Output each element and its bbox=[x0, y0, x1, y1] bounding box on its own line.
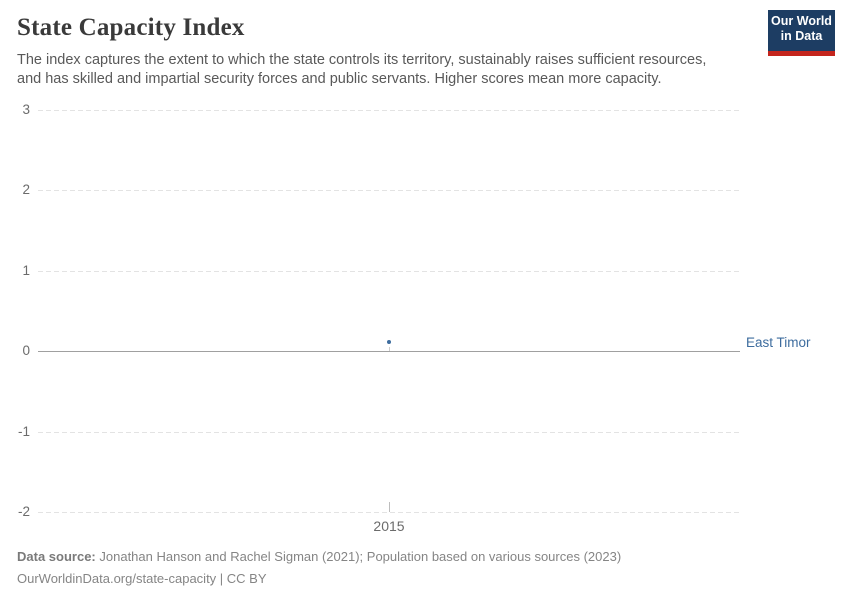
data-source-line: Data source: Jonathan Hanson and Rachel … bbox=[17, 546, 621, 568]
gridline bbox=[38, 110, 740, 111]
data-point-east-timor[interactable] bbox=[387, 340, 391, 345]
data-source-text[interactable]: Jonathan Hanson and Rachel Sigman (2021)… bbox=[99, 549, 622, 564]
owid-logo-line2: in Data bbox=[780, 29, 823, 43]
owid-logo[interactable]: Our World in Data bbox=[768, 10, 835, 56]
plot-area bbox=[38, 110, 740, 513]
chart-footer: Data source: Jonathan Hanson and Rachel … bbox=[17, 546, 621, 589]
y-axis-tick-label: 0 bbox=[22, 343, 30, 359]
zero-gridline bbox=[38, 351, 740, 353]
page-title: State Capacity Index bbox=[17, 14, 245, 41]
x-axis-tick bbox=[389, 502, 390, 512]
gridline bbox=[38, 270, 740, 272]
y-axis-tick-label: 3 bbox=[22, 102, 30, 117]
y-axis-tick-label: 1 bbox=[22, 262, 30, 278]
gridline bbox=[38, 431, 740, 433]
chart-subtitle: The index captures the extent to which t… bbox=[17, 52, 707, 87]
y-axis-tick-label: 2 bbox=[22, 182, 30, 198]
owid-logo-line1: Our World bbox=[771, 14, 832, 28]
x-axis-notch bbox=[389, 347, 390, 352]
y-axis-tick-label: -1 bbox=[17, 423, 30, 439]
citation-line[interactable]: OurWorldinData.org/state-capacity | CC B… bbox=[17, 570, 267, 586]
y-axis-tick-label: -2 bbox=[17, 504, 30, 519]
data-source-label: Data source: bbox=[17, 549, 96, 564]
gridline bbox=[38, 512, 740, 513]
x-axis-tick-label: 2015 bbox=[373, 518, 405, 534]
gridline bbox=[38, 190, 740, 192]
series-label-east-timor[interactable]: East Timor bbox=[746, 335, 811, 351]
